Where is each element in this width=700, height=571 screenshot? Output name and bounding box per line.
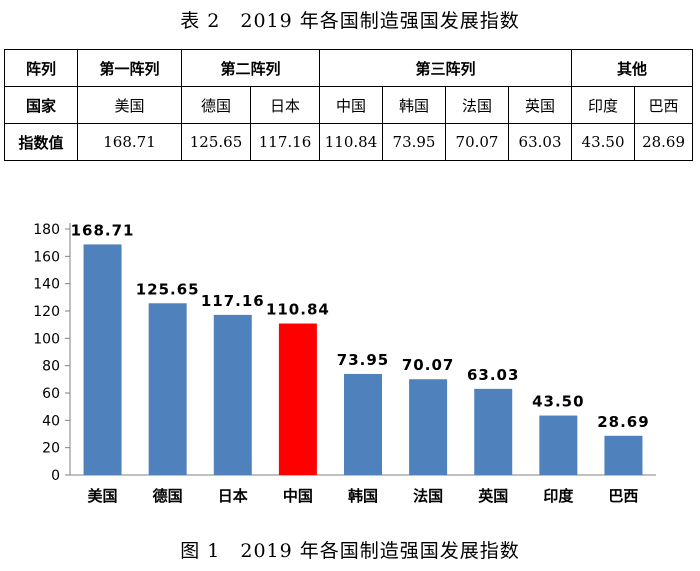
bar-5	[344, 373, 382, 475]
value-cell: 70.07	[445, 123, 510, 161]
country-cell: 中国	[319, 86, 384, 124]
y-tick-label: 80	[42, 359, 60, 375]
index-table: 阵列 第一阵列 第二阵列 第三阵列 其他 国家 美国 德国 日本 中国 韩国 法…	[4, 49, 694, 161]
value-cell: 73.95	[382, 123, 447, 161]
data-label: 28.69	[597, 413, 649, 431]
data-label: 110.84	[266, 301, 330, 319]
category-label: 法国	[413, 487, 443, 505]
bar-4	[278, 323, 317, 475]
country-cell: 英国	[508, 86, 573, 124]
value-cell: 168.71	[77, 123, 182, 161]
category-label: 英国	[478, 487, 508, 505]
category-label: 日本	[218, 487, 248, 505]
y-tick-label: 160	[33, 249, 60, 265]
category-label: 印度	[543, 487, 574, 505]
country-cell: 法国	[445, 86, 510, 124]
bar-3	[213, 314, 252, 475]
tier-first: 第一阵列	[77, 49, 182, 87]
value-row-label: 指数值	[4, 123, 78, 161]
y-tick-label: 100	[33, 331, 60, 347]
tier-other: 其他	[571, 49, 694, 87]
country-cell: 韩国	[382, 86, 447, 124]
value-row: 指数值 168.71 125.65 117.16 110.84 73.95 70…	[4, 123, 694, 161]
country-cell: 印度	[571, 86, 636, 124]
country-cell: 巴西	[634, 86, 694, 124]
bar-chart: 0 20 40 60 80 100 120 140 160 180 168.71 美国 125.65 德国…	[0, 205, 700, 515]
category-label: 韩国	[348, 487, 378, 505]
bar-6	[409, 379, 448, 475]
country-row: 国家 美国 德国 日本 中国 韩国 法国 英国 印度 巴西	[4, 86, 694, 124]
bar-8	[539, 415, 578, 475]
bar-2	[148, 303, 187, 475]
y-tick-label: 0	[51, 468, 60, 484]
data-label: 63.03	[467, 366, 519, 384]
data-label: 70.07	[402, 356, 454, 374]
bar-1	[83, 244, 122, 475]
category-label: 德国	[153, 487, 183, 505]
bar-7	[474, 388, 513, 475]
tier-third: 第三阵列	[319, 49, 573, 87]
data-label: 43.50	[532, 393, 584, 411]
country-cell: 德国	[181, 86, 251, 124]
data-label: 117.16	[201, 292, 265, 310]
country-cell: 美国	[77, 86, 182, 124]
value-cell: 43.50	[571, 123, 636, 161]
country-cell: 日本	[249, 86, 321, 124]
tier-row-label: 阵列	[4, 49, 78, 87]
y-tick-label: 20	[42, 441, 60, 457]
country-row-label: 国家	[4, 86, 78, 124]
category-label: 巴西	[608, 487, 638, 505]
data-label: 168.71	[71, 221, 135, 239]
y-tick-label: 180	[33, 222, 60, 238]
value-cell: 117.16	[249, 123, 321, 161]
y-tick-label: 120	[33, 304, 60, 320]
tier-second: 第二阵列	[180, 49, 321, 87]
value-cell: 28.69	[634, 123, 694, 161]
value-cell: 125.65	[181, 123, 251, 161]
data-label: 73.95	[337, 351, 389, 369]
bar-chart-svg: 0 20 40 60 80 100 120 140 160 180 168.71 美国 125.65 德国…	[33, 221, 656, 505]
category-label: 中国	[283, 487, 313, 505]
y-tick-label: 140	[33, 277, 60, 293]
value-cell: 63.03	[508, 123, 573, 161]
data-label: 125.65	[136, 280, 200, 298]
bar-9	[604, 435, 643, 475]
figure-title: 图 1 2019 年各国制造强国发展指数	[180, 540, 520, 562]
tier-row: 阵列 第一阵列 第二阵列 第三阵列 其他	[4, 49, 694, 87]
y-tick-label: 60	[42, 386, 60, 402]
category-label: 美国	[88, 487, 118, 505]
value-cell: 110.84	[319, 123, 384, 161]
y-tick-label: 40	[42, 413, 60, 429]
table-title: 表 2 2019 年各国制造强国发展指数	[180, 10, 520, 32]
